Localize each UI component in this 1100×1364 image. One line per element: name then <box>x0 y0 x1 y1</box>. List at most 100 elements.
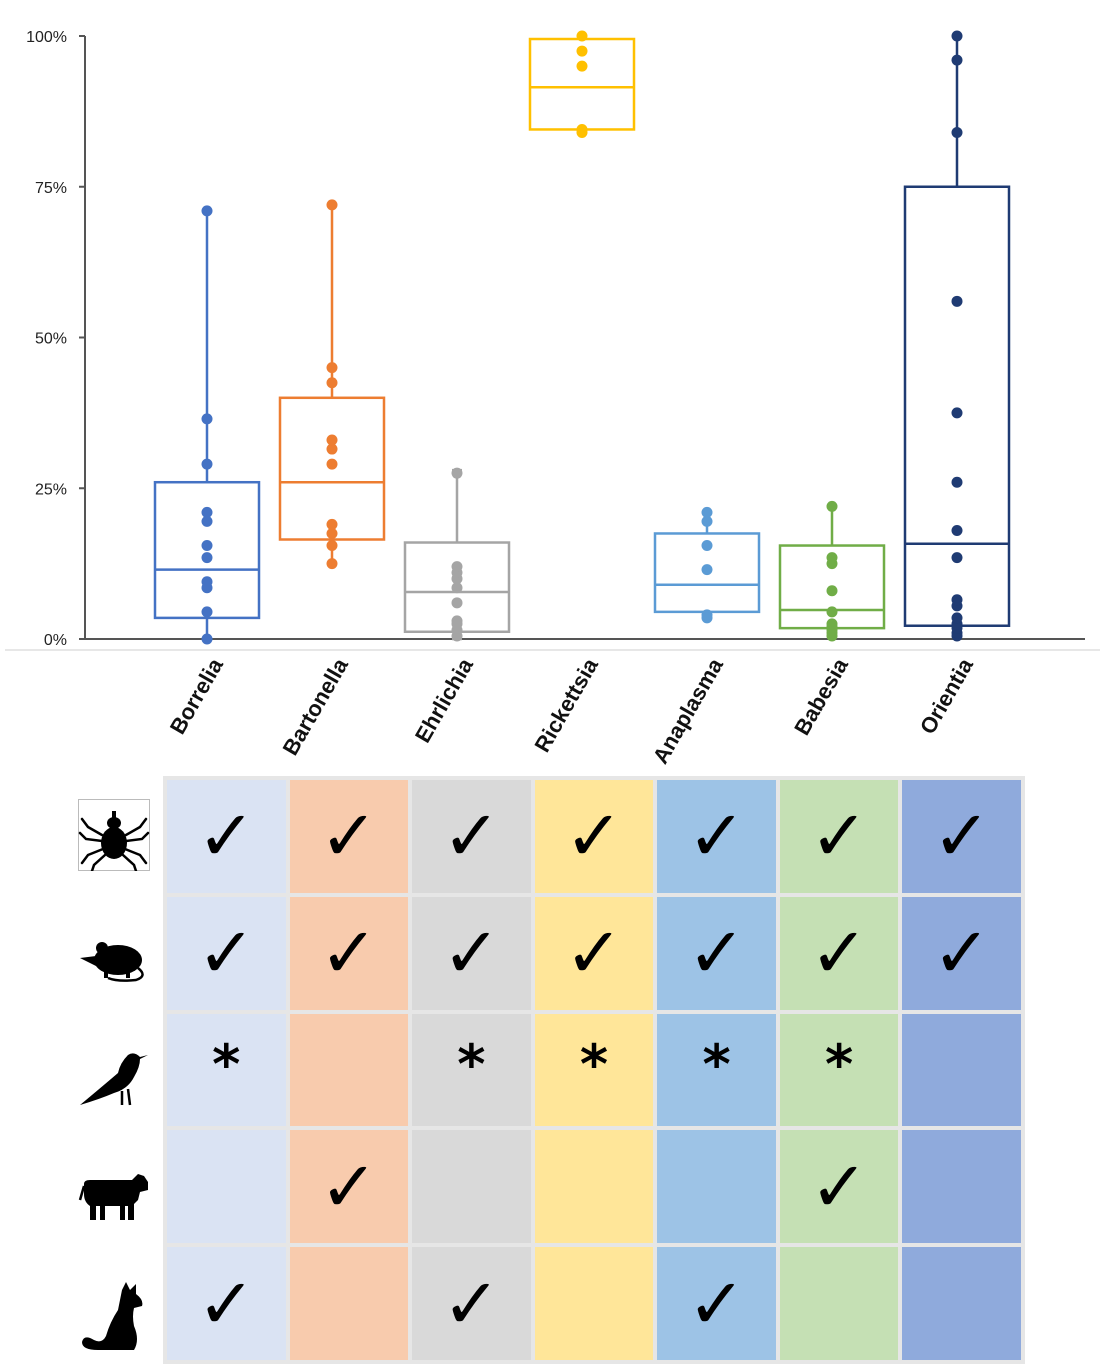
matrix-cell: * <box>779 1013 899 1127</box>
y-tick-label: 50% <box>35 331 67 348</box>
category-label-borrelia: Borrelia <box>165 653 229 738</box>
bartonella-data-point <box>326 527 338 539</box>
orientia-data-point <box>951 295 963 307</box>
matrix-cell: ✓ <box>657 1247 776 1360</box>
matrix-cell: * <box>412 1013 531 1127</box>
rickettsia-data-point <box>576 60 588 72</box>
matrix-cell: ✓ <box>534 896 654 1010</box>
bird-icon <box>78 1041 150 1113</box>
matrix-cell: ✓ <box>902 780 1021 893</box>
babesia-data-point <box>826 552 838 564</box>
y-tick-label: 75% <box>35 180 67 197</box>
matrix-cell: ✓ <box>167 1247 286 1360</box>
bartonella-data-point <box>326 199 338 211</box>
y-tick-label: 100% <box>26 29 67 46</box>
rickettsia-data-point <box>576 30 588 42</box>
anaplasma-data-point <box>701 564 713 576</box>
ehrlichia-data-point <box>451 597 463 609</box>
matrix-cell: ✓ <box>167 896 286 1010</box>
bartonella-data-point <box>326 377 338 389</box>
matrix-cell: ✓ <box>289 1130 409 1244</box>
bartonella-data-point <box>326 518 338 530</box>
matrix-cell: ✓ <box>902 896 1021 1010</box>
borrelia-data-point <box>201 633 213 645</box>
matrix-cell: ✓ <box>289 780 409 893</box>
matrix-cell: ✓ <box>534 780 654 893</box>
box-plot-chart: 0% 25% 50% 75% 100% Borrelia Bartonella Ehrlich… <box>5 29 1100 768</box>
matrix-cell: ✓ <box>779 896 899 1010</box>
check-mark: ✓ <box>687 1262 746 1345</box>
matrix-cell: ✓ <box>779 1130 899 1244</box>
babesia-data-point <box>826 618 838 630</box>
matrix-cell: ✓ <box>412 1247 531 1360</box>
bartonella-data-point <box>326 558 338 570</box>
bartonella-data-point <box>326 540 338 552</box>
borrelia-data-point <box>201 552 213 564</box>
check-mark: ✓ <box>809 795 869 878</box>
check-mark: ✓ <box>564 795 624 878</box>
rodent-icon <box>78 922 150 994</box>
matrix-cell: * <box>167 1013 286 1127</box>
borrelia-data-point <box>201 576 213 588</box>
matrix-cell <box>167 1130 286 1244</box>
ehrlichia-data-point <box>451 561 463 573</box>
check-mark: ✓ <box>196 1262 256 1345</box>
check-mark: ✓ <box>932 795 992 878</box>
check-mark: ✓ <box>196 795 256 878</box>
category-label-orientia: Orientia <box>915 653 979 738</box>
orientia-data-point <box>951 407 963 419</box>
orientia-data-point <box>951 594 963 606</box>
bartonella-data-point <box>326 443 338 455</box>
ehrlichia-data-point <box>451 582 463 594</box>
category-label-babesia: Babesia <box>789 653 853 739</box>
check-mark: ✓ <box>442 795 501 878</box>
category-label-bartonella: Bartonella <box>278 653 354 759</box>
babesia-data-point <box>826 606 838 618</box>
category-label-rickettsia: Rickettsia <box>529 653 603 756</box>
asterisk-mark: * <box>825 1032 854 1096</box>
matrix-cell <box>289 1013 409 1127</box>
y-tick-label: 25% <box>35 481 67 498</box>
orientia-data-point <box>951 476 963 488</box>
borrelia-data-point <box>201 506 213 518</box>
matrix-cell: ✓ <box>657 780 776 893</box>
bartonella-data-point <box>326 434 338 446</box>
check-mark: ✓ <box>687 795 746 878</box>
check-mark: ✓ <box>932 912 992 995</box>
ehrlichia-data-point <box>451 467 463 479</box>
matrix-cell <box>902 1247 1021 1360</box>
check-mark: ✓ <box>319 1145 379 1228</box>
matrix-cell: ✓ <box>289 896 409 1010</box>
babesia-data-point <box>826 500 838 512</box>
bartonella-data-point <box>326 362 338 374</box>
check-mark: ✓ <box>442 912 501 995</box>
borrelia-data-point <box>201 458 213 470</box>
matrix-cell: ✓ <box>167 780 286 893</box>
orientia-data-point <box>951 524 963 536</box>
check-mark: ✓ <box>196 912 256 995</box>
host-association-matrix: ✓ ✓ ✓ ✓ ✓ ✓ ✓ ✓ ✓ ✓ ✓ ✓ ✓ ✓ * * * * * ✓ ✓ ✓ ✓ ✓ <box>163 776 1025 1364</box>
orientia-data-point <box>951 30 963 42</box>
borrelia-data-point <box>201 606 213 618</box>
category-label-ehrlichia: Ehrlichia <box>410 653 478 747</box>
matrix-cell <box>534 1130 654 1244</box>
check-mark: ✓ <box>319 912 379 995</box>
anaplasma-data-point <box>701 540 713 552</box>
matrix-cell <box>779 1247 899 1360</box>
category-label-anaplasma: Anaplasma <box>648 653 729 768</box>
matrix-cell: * <box>657 1013 776 1127</box>
orientia-data-point <box>951 54 963 66</box>
rickettsia-data-point <box>576 123 588 135</box>
anaplasma-data-point <box>701 515 713 527</box>
matrix-cell: ✓ <box>412 896 531 1010</box>
check-mark: ✓ <box>809 912 869 995</box>
tick-icon <box>78 799 150 871</box>
check-mark: ✓ <box>809 1145 869 1228</box>
orientia-data-point <box>951 126 963 138</box>
borrelia-data-point <box>201 540 213 552</box>
matrix-cell <box>902 1130 1021 1244</box>
borrelia-data-point <box>201 205 213 217</box>
borrelia-data-point <box>201 413 213 425</box>
matrix-cell <box>289 1247 409 1360</box>
asterisk-mark: * <box>212 1032 241 1096</box>
